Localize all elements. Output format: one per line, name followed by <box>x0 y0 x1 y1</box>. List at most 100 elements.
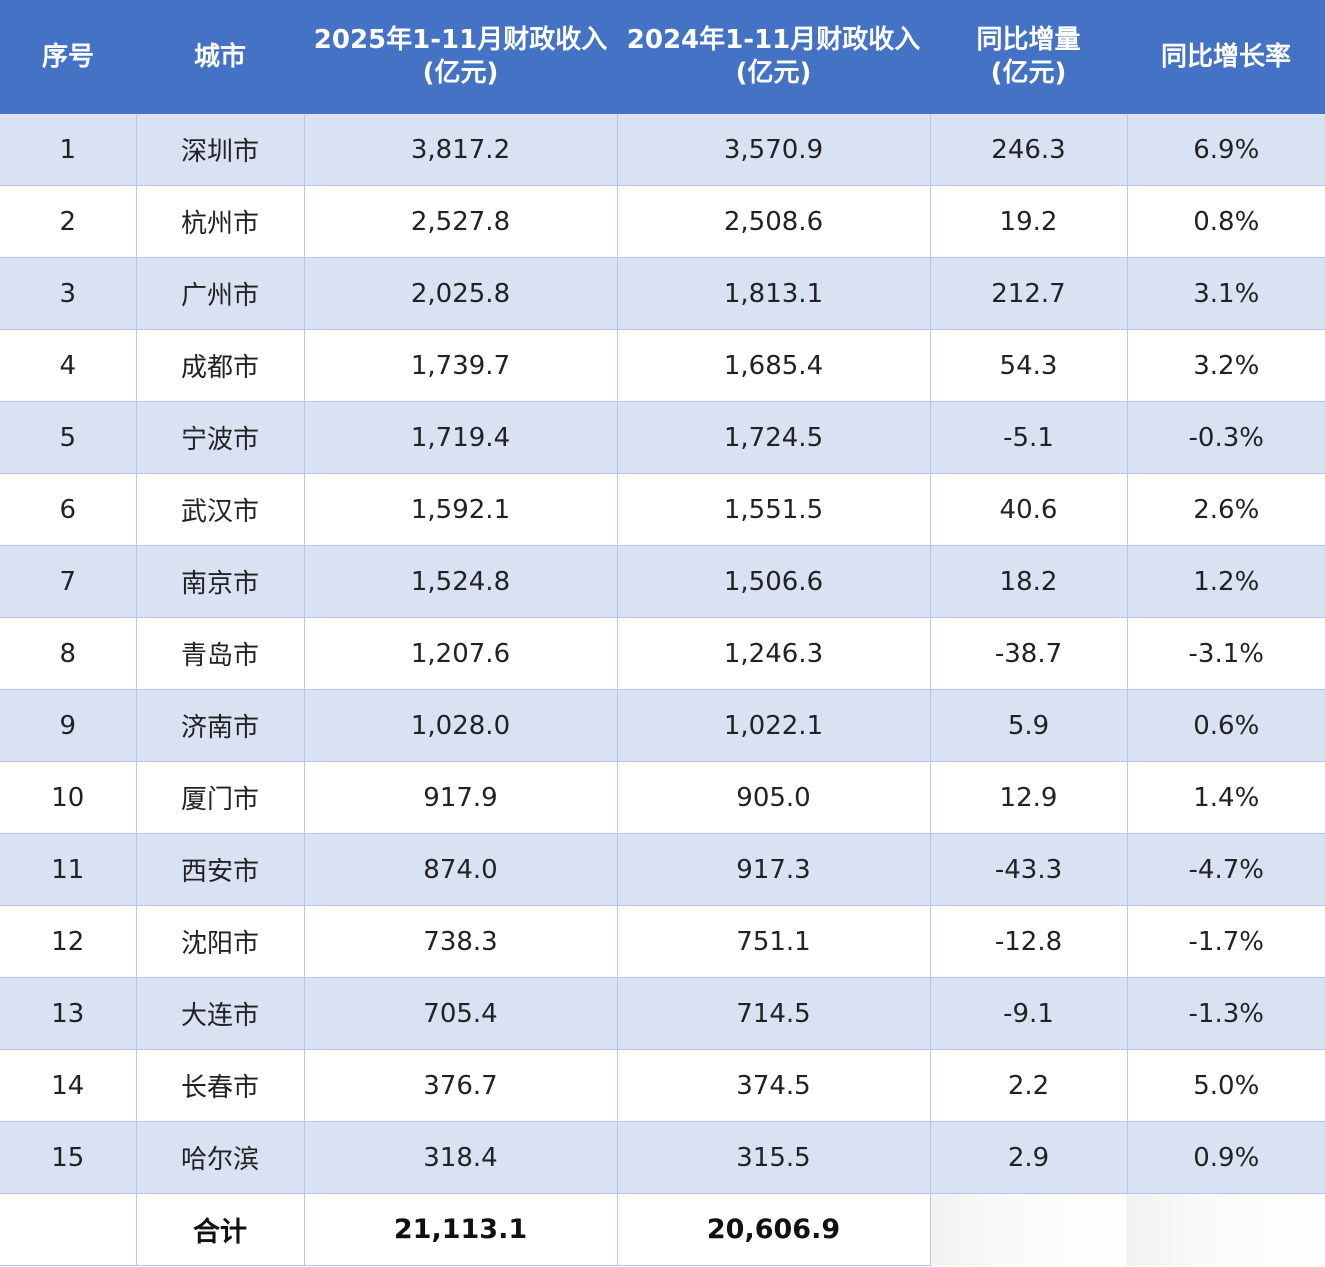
cell-yoy-increase: -9.1 <box>929 977 1128 1050</box>
total-label: 合计 <box>135 1193 305 1266</box>
table-row: 13 大连市 705.4 714.5 -9.1 -1.3% <box>0 977 1325 1050</box>
cell-revenue-2025: 1,739.7 <box>303 329 618 402</box>
cell-revenue-2024: 751.1 <box>616 905 931 978</box>
cell-index: 9 <box>0 689 137 762</box>
table-row: 5 宁波市 1,719.4 1,724.5 -5.1 -0.3% <box>0 401 1325 474</box>
cell-yoy-growth: 0.8% <box>1126 185 1325 258</box>
cell-yoy-increase: -12.8 <box>929 905 1128 978</box>
cell-revenue-2025: 1,207.6 <box>303 617 618 690</box>
cell-yoy-growth: -1.7% <box>1126 905 1325 978</box>
cell-index: 12 <box>0 905 137 978</box>
cell-yoy-growth: 2.6% <box>1126 473 1325 546</box>
cell-revenue-2025: 705.4 <box>303 977 618 1050</box>
cell-yoy-increase: -38.7 <box>929 617 1128 690</box>
cell-index: 4 <box>0 329 137 402</box>
cell-revenue-2024: 315.5 <box>616 1121 931 1194</box>
cell-city: 成都市 <box>135 329 305 402</box>
cell-revenue-2025: 2,527.8 <box>303 185 618 258</box>
cell-yoy-increase: 246.3 <box>929 114 1128 186</box>
cell-index: 2 <box>0 185 137 258</box>
cell-city: 厦门市 <box>135 761 305 834</box>
header-city: 城市 <box>136 0 304 114</box>
cell-index: 6 <box>0 473 137 546</box>
cell-city: 西安市 <box>135 833 305 906</box>
cell-city: 杭州市 <box>135 185 305 258</box>
table-row: 7 南京市 1,524.8 1,506.6 18.2 1.2% <box>0 545 1325 618</box>
cell-yoy-increase: 2.9 <box>929 1121 1128 1194</box>
cell-yoy-growth: 0.6% <box>1126 689 1325 762</box>
cell-city: 青岛市 <box>135 617 305 690</box>
cell-revenue-2025: 1,592.1 <box>303 473 618 546</box>
cell-revenue-2025: 738.3 <box>303 905 618 978</box>
header-revenue-2025: 2025年1-11月财政收入 (亿元) <box>304 0 617 114</box>
header-revenue-2025-title: 2025年1-11月财政收入 <box>313 25 608 55</box>
cell-revenue-2024: 905.0 <box>616 761 931 834</box>
cell-yoy-increase: 18.2 <box>929 545 1128 618</box>
header-revenue-2024-unit: (亿元) <box>735 58 812 88</box>
cell-yoy-growth: 1.2% <box>1126 545 1325 618</box>
cell-revenue-2025: 376.7 <box>303 1049 618 1122</box>
cell-index: 14 <box>0 1049 137 1122</box>
table-row: 4 成都市 1,739.7 1,685.4 54.3 3.2% <box>0 329 1325 402</box>
cell-city: 宁波市 <box>135 401 305 474</box>
cell-index: 13 <box>0 977 137 1050</box>
cell-revenue-2024: 1,724.5 <box>616 401 931 474</box>
cell-yoy-increase: -43.3 <box>929 833 1128 906</box>
cell-city: 长春市 <box>135 1049 305 1122</box>
cell-yoy-increase: 12.9 <box>929 761 1128 834</box>
cell-revenue-2025: 318.4 <box>303 1121 618 1194</box>
table-row: 2 杭州市 2,527.8 2,508.6 19.2 0.8% <box>0 185 1325 258</box>
cell-revenue-2024: 714.5 <box>616 977 931 1050</box>
cell-yoy-increase: 2.2 <box>929 1049 1128 1122</box>
cell-city: 武汉市 <box>135 473 305 546</box>
cell-revenue-2025: 3,817.2 <box>303 114 618 186</box>
header-yoy-increase-unit: (亿元) <box>990 58 1067 88</box>
cell-revenue-2024: 1,551.5 <box>616 473 931 546</box>
cell-city: 哈尔滨 <box>135 1121 305 1194</box>
table-row: 15 哈尔滨 318.4 315.5 2.9 0.9% <box>0 1121 1325 1194</box>
total-revenue-2025: 21,113.1 <box>303 1193 618 1266</box>
cell-city: 深圳市 <box>135 114 305 186</box>
cell-revenue-2024: 2,508.6 <box>616 185 931 258</box>
cell-revenue-2024: 917.3 <box>616 833 931 906</box>
cell-index: 3 <box>0 257 137 330</box>
cell-revenue-2024: 1,506.6 <box>616 545 931 618</box>
table-row: 6 武汉市 1,592.1 1,551.5 40.6 2.6% <box>0 473 1325 546</box>
cell-revenue-2025: 917.9 <box>303 761 618 834</box>
total-index-cell <box>0 1193 137 1266</box>
cell-revenue-2024: 1,246.3 <box>616 617 931 690</box>
cell-yoy-growth: -1.3% <box>1126 977 1325 1050</box>
table-row: 1 深圳市 3,817.2 3,570.9 246.3 6.9% <box>0 114 1325 186</box>
header-yoy-increase: 同比增量 (亿元) <box>930 0 1127 114</box>
cell-yoy-growth: 3.2% <box>1126 329 1325 402</box>
cell-yoy-increase: 54.3 <box>929 329 1128 402</box>
header-revenue-2024-title: 2024年1-11月财政收入 <box>626 25 921 55</box>
cell-yoy-increase: -5.1 <box>929 401 1128 474</box>
cell-revenue-2025: 1,524.8 <box>303 545 618 618</box>
cell-revenue-2024: 1,685.4 <box>616 329 931 402</box>
cell-index: 1 <box>0 114 137 186</box>
cell-yoy-growth: 0.9% <box>1126 1121 1325 1194</box>
cell-index: 5 <box>0 401 137 474</box>
header-row: 序号 城市 2025年1-11月财政收入 (亿元) 2024年1-11月财政收入… <box>0 0 1325 114</box>
table-row: 11 西安市 874.0 917.3 -43.3 -4.7% <box>0 833 1325 906</box>
table-footer: 合计 21,113.1 20,606.9 <box>0 1193 1325 1266</box>
cell-yoy-increase: 212.7 <box>929 257 1128 330</box>
table-header: 序号 城市 2025年1-11月财政收入 (亿元) 2024年1-11月财政收入… <box>0 0 1325 114</box>
table-row: 12 沈阳市 738.3 751.1 -12.8 -1.7% <box>0 905 1325 978</box>
table-body: 1 深圳市 3,817.2 3,570.9 246.3 6.9% 2 杭州市 2,527.8 2,… <box>0 114 1325 1194</box>
cell-revenue-2025: 1,719.4 <box>303 401 618 474</box>
cell-revenue-2024: 3,570.9 <box>616 114 931 186</box>
cell-yoy-growth: 5.0% <box>1126 1049 1325 1122</box>
cell-yoy-increase: 40.6 <box>929 473 1128 546</box>
cell-city: 沈阳市 <box>135 905 305 978</box>
cell-yoy-growth: -0.3% <box>1126 401 1325 474</box>
total-row: 合计 21,113.1 20,606.9 <box>0 1193 1325 1266</box>
cell-index: 7 <box>0 545 137 618</box>
total-growth-cell <box>1127 1193 1325 1266</box>
cell-yoy-growth: -3.1% <box>1126 617 1325 690</box>
cell-revenue-2024: 1,022.1 <box>616 689 931 762</box>
header-index: 序号 <box>0 0 136 114</box>
cell-city: 南京市 <box>135 545 305 618</box>
